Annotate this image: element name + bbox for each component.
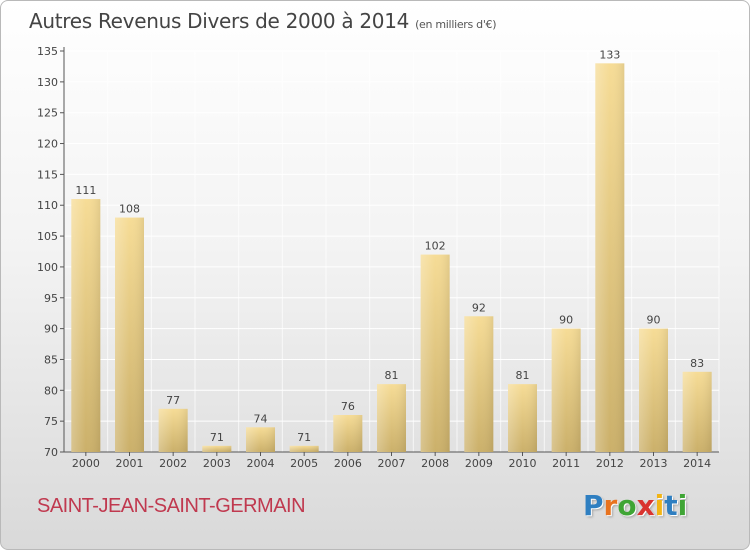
- logo-letter: t: [664, 489, 678, 522]
- proxiti-logo: Proxiti: [583, 489, 687, 522]
- y-tick-label: 130: [37, 76, 58, 89]
- y-tick-label: 120: [37, 138, 58, 151]
- bar-shade-2005: [289, 445, 319, 452]
- data-label-2010: 81: [516, 369, 530, 382]
- x-tick-label-2012: 2012: [596, 457, 624, 470]
- y-tick-label: 135: [37, 45, 58, 58]
- x-tick-label-2008: 2008: [421, 457, 449, 470]
- y-tick-label: 125: [37, 107, 58, 120]
- y-tick-label: 100: [37, 261, 58, 274]
- data-label-2008: 102: [425, 240, 446, 253]
- x-tick-label-2000: 2000: [72, 457, 100, 470]
- x-tick-label-2007: 2007: [378, 457, 406, 470]
- y-tick-label: 90: [44, 323, 58, 336]
- commune-name: SAINT-JEAN-SAINT-GERMAIN: [37, 495, 306, 517]
- data-labels: 111 108 77 71 74 71 76 81 102 92 81 90 133 90 83: [75, 48, 704, 443]
- data-label-2011: 90: [559, 314, 573, 327]
- y-tick-label: 95: [44, 292, 58, 305]
- x-tick-label-2001: 2001: [116, 457, 144, 470]
- x-tick-label-2010: 2010: [509, 457, 537, 470]
- logo-letter: r: [603, 489, 618, 522]
- y-tick-label: 80: [44, 384, 58, 397]
- bar-shade-2011: [551, 328, 581, 452]
- bar-shade-2009: [464, 316, 494, 452]
- x-tick-label-2011: 2011: [552, 457, 580, 470]
- bar-shade-2013: [639, 328, 668, 452]
- bars: [71, 63, 712, 452]
- bar-shade-2012: [595, 63, 625, 452]
- bar-shade-2004: [246, 427, 275, 452]
- bar-shade-2002: [158, 408, 188, 452]
- chart-subtitle: (en milliers d'€): [415, 18, 497, 31]
- data-label-2013: 90: [647, 314, 661, 327]
- y-tick-label: 105: [37, 230, 58, 243]
- data-label-2005: 71: [297, 431, 311, 444]
- logo-letter: P: [583, 489, 604, 522]
- y-tick-label: 115: [37, 168, 58, 181]
- chart-title-text: Autres Revenus Divers de 2000 à 2014: [29, 9, 410, 33]
- tick-labels: 70 75 80 85 90 95 100 105 110 115 120 125 130 135 2000…: [37, 45, 711, 470]
- data-label-2007: 81: [385, 369, 399, 382]
- logo-letter: i: [677, 489, 688, 522]
- bar-shade-2006: [333, 414, 363, 452]
- data-label-2006: 76: [341, 400, 355, 413]
- y-tick-label: 85: [44, 353, 58, 366]
- x-tick-label-2014: 2014: [683, 457, 711, 470]
- bar-shade-2008: [420, 254, 450, 452]
- logo-letter: i: [654, 489, 665, 522]
- x-tick-label-2005: 2005: [290, 457, 318, 470]
- logo-letter: o: [617, 489, 637, 522]
- data-label-2014: 83: [690, 357, 704, 370]
- x-tick-label-2013: 2013: [640, 457, 668, 470]
- logo-letter: x: [636, 489, 655, 522]
- data-label-2000: 111: [75, 184, 96, 197]
- bar-shade-2010: [508, 384, 537, 452]
- bar-shade-2001: [115, 217, 144, 452]
- x-tick-label-2004: 2004: [247, 457, 275, 470]
- data-label-2012: 133: [599, 48, 620, 61]
- data-label-2009: 92: [472, 301, 486, 314]
- bar-shade-2014: [682, 371, 712, 452]
- bar-shade-2003: [202, 445, 232, 452]
- bar-shade-2000: [71, 199, 101, 452]
- x-tick-label-2009: 2009: [465, 457, 493, 470]
- data-label-2003: 71: [210, 431, 224, 444]
- y-tick-label: 110: [37, 199, 58, 212]
- y-tick-label: 70: [44, 446, 58, 459]
- x-tick-label-2003: 2003: [203, 457, 231, 470]
- chart-title: Autres Revenus Divers de 2000 à 2014 (en …: [29, 9, 497, 33]
- data-label-2004: 74: [254, 412, 268, 425]
- data-label-2002: 77: [166, 394, 180, 407]
- bar-shade-2007: [377, 384, 406, 452]
- y-tick-label: 75: [44, 415, 58, 428]
- data-label-2001: 108: [119, 203, 140, 216]
- x-tick-label-2002: 2002: [159, 457, 187, 470]
- x-tick-label-2006: 2006: [334, 457, 362, 470]
